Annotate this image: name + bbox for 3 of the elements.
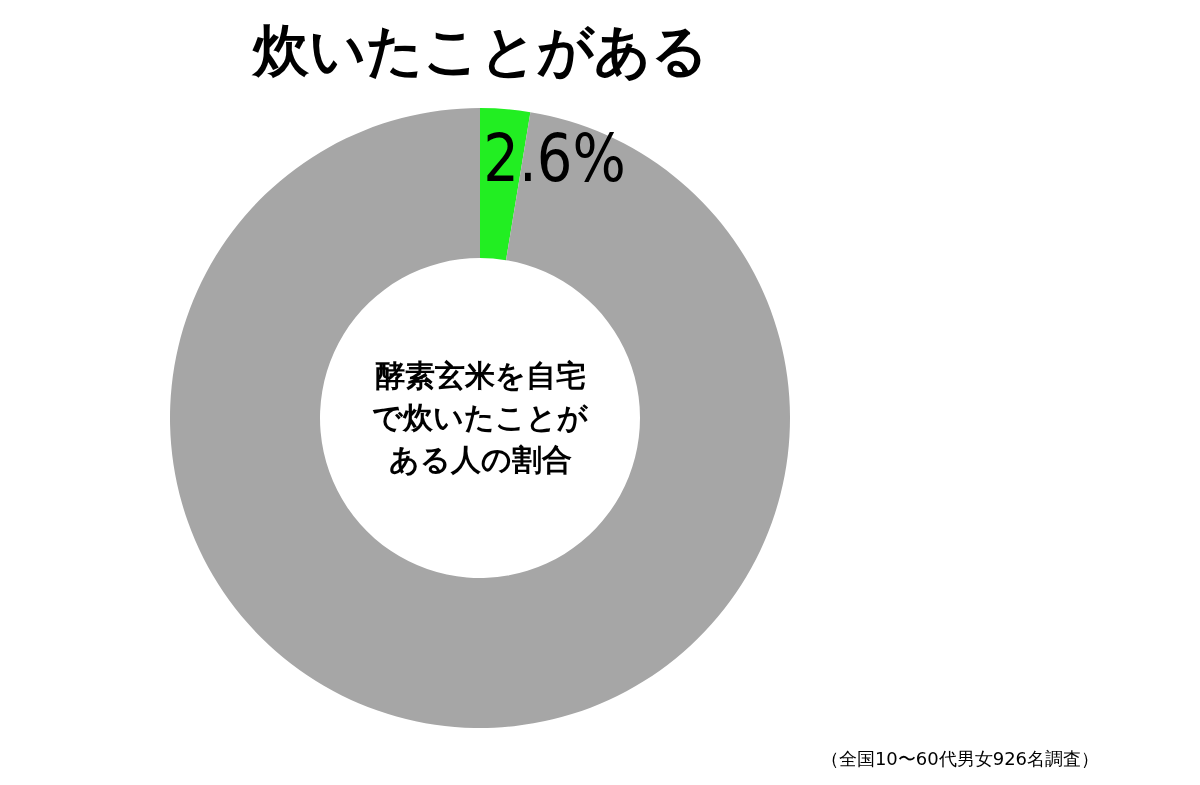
text: 酵素玄米を自宅で炊いたことがある人の割合 <box>372 358 589 477</box>
text: （全国10〜60代男女926名調査） <box>820 748 1100 769</box>
slice-label: 炊いたことがある <box>250 18 708 83</box>
